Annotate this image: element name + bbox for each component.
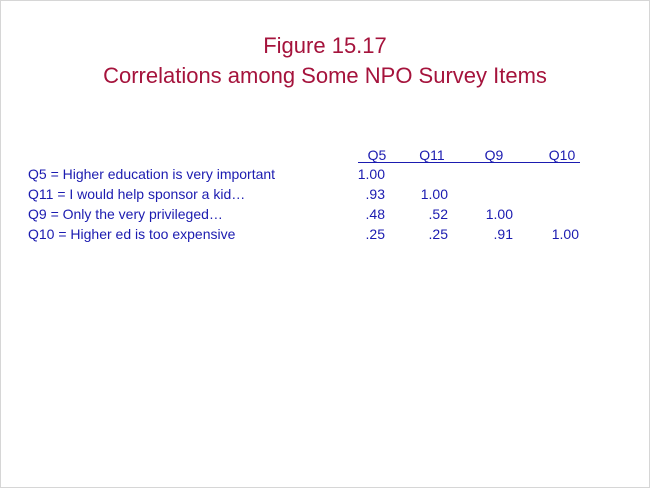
figure-title: Correlations among Some NPO Survey Items <box>1 62 649 90</box>
cell-q9-q9: 1.00 <box>473 205 513 223</box>
item-label-q9: Q9 = Only the very privileged… <box>28 205 223 223</box>
cell-q11-q5: .93 <box>345 185 385 203</box>
cell-q10-q10: 1.00 <box>539 225 579 243</box>
item-label-q5: Q5 = Higher education is very important <box>28 165 275 183</box>
cell-q5-q5: 1.00 <box>345 165 385 183</box>
cell-q9-q11: .52 <box>408 205 448 223</box>
cell-q9-q5: .48 <box>345 205 385 223</box>
cell-q10-q9: .91 <box>473 225 513 243</box>
cell-q10-q5: .25 <box>345 225 385 243</box>
figure-number: Figure 15.17 <box>1 32 649 60</box>
cell-q11-q11: 1.00 <box>408 185 448 203</box>
item-label-q10: Q10 = Higher ed is too expensive <box>28 225 235 243</box>
header-underline <box>358 162 580 163</box>
item-label-q11: Q11 = I would help sponsor a kid… <box>28 185 245 203</box>
cell-q10-q11: .25 <box>408 225 448 243</box>
